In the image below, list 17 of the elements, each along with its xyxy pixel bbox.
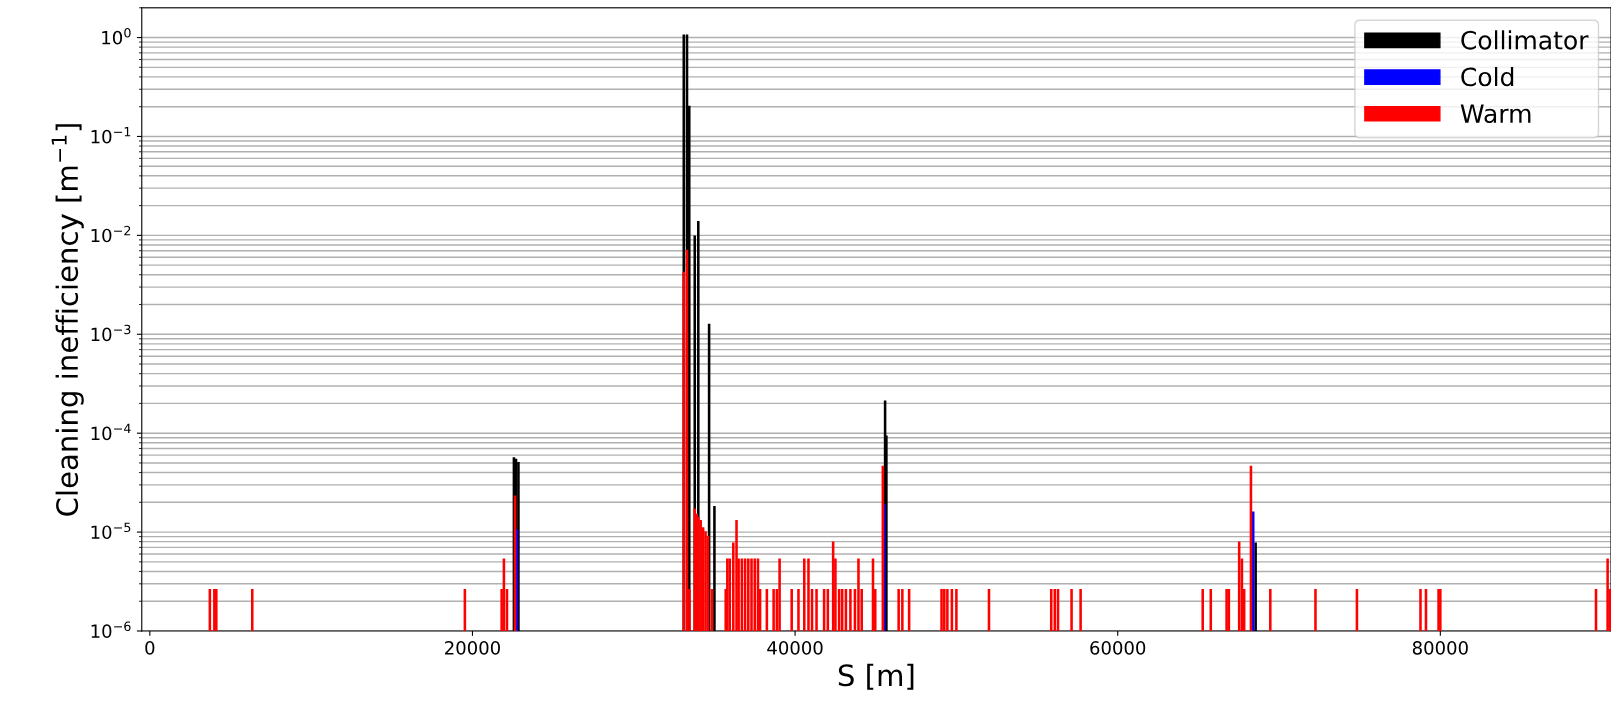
legend-label: Cold xyxy=(1461,66,1514,87)
x-tick-label: 60000 xyxy=(1090,641,1146,655)
y-tick-label: 10$^{−1}$ xyxy=(91,127,131,144)
x-tick-label: 80000 xyxy=(1412,641,1468,655)
x-tick-label: 0 xyxy=(145,641,155,655)
legend-label: Collimator xyxy=(1461,30,1589,50)
y-tick-label: 10$^{−6}$ xyxy=(91,621,131,638)
y-tick-label: 10$^{−4}$ xyxy=(91,423,131,441)
x-tick-label: 40000 xyxy=(767,641,823,655)
y-tick-label: 10$^{0}$ xyxy=(102,27,131,45)
x-axis-title: S [m] xyxy=(838,663,914,690)
y-tick-label: 10$^{−2}$ xyxy=(91,225,131,243)
x-tick-label: 20000 xyxy=(445,641,500,655)
y-tick-label: 10$^{−3}$ xyxy=(91,324,131,342)
legend-label: Warm xyxy=(1460,104,1531,124)
y-axis-title: Cleaning inefficiency [m$^{−1}$] xyxy=(51,124,84,516)
y-tick-label: 10$^{−5}$ xyxy=(91,522,131,540)
